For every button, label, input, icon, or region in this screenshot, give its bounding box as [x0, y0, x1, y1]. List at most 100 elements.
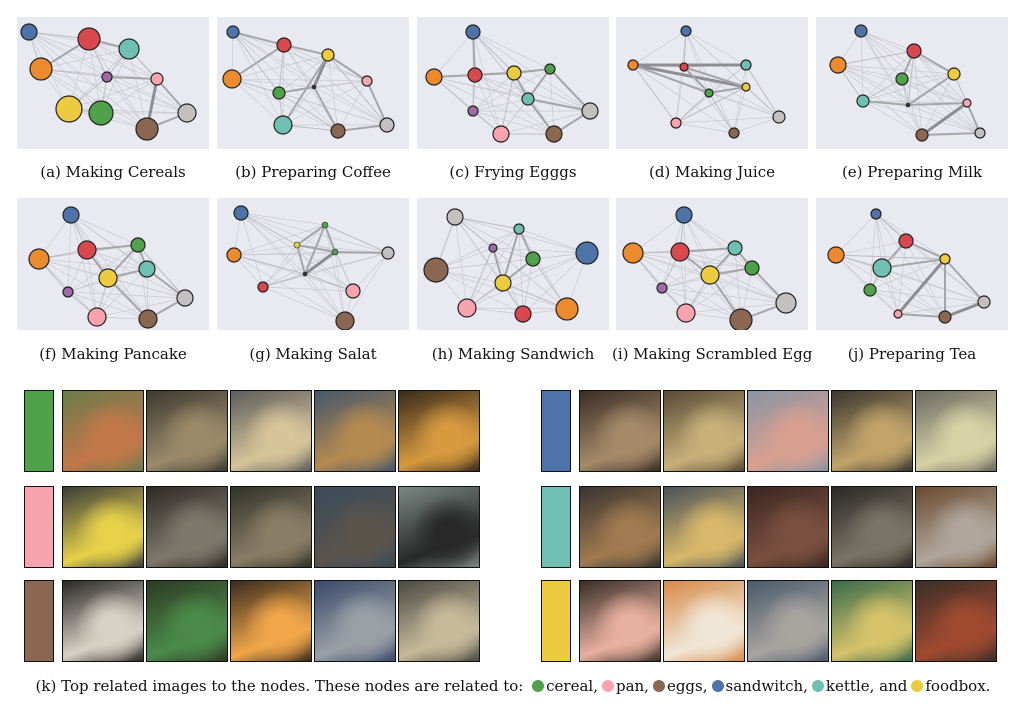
graph-faint-edge	[262, 252, 389, 288]
graph-node-orange	[226, 247, 242, 263]
graph-node-gray	[775, 292, 797, 314]
graph-faint-edge	[835, 213, 877, 256]
graph-node-sandwitch	[680, 25, 692, 37]
graph-node-red	[276, 37, 292, 53]
graph-faint-edge	[683, 214, 753, 269]
graph-caption: (c) Frying Egggs	[449, 163, 577, 181]
related-photo	[831, 390, 913, 472]
graph-faint-edge	[683, 214, 687, 314]
graph-edge	[708, 86, 747, 94]
legend-label: cereal,	[546, 677, 598, 695]
graph-faint-edge	[492, 247, 588, 254]
graph-faint-edge	[231, 78, 315, 88]
legend-label: pan,	[615, 677, 649, 695]
graph-faint-edge	[240, 212, 264, 288]
graph-edge	[232, 31, 280, 94]
graph-faint-edge	[860, 30, 923, 136]
graph-edge	[454, 216, 520, 230]
graph-faint-edge	[835, 254, 946, 318]
graph-panel	[217, 198, 409, 330]
graph-faint-edge	[683, 214, 711, 276]
graph-node-kettle	[118, 38, 140, 60]
graph-faint-edge	[231, 54, 329, 80]
graph-faint-edge	[324, 224, 346, 322]
related-photo	[663, 486, 745, 568]
graph-faint-edge	[313, 80, 368, 88]
graph-node-pan	[361, 75, 373, 87]
graph-node-eggs	[545, 125, 563, 143]
graph-node-eggs	[728, 127, 740, 139]
graph-node-red	[257, 281, 269, 293]
graph-edge	[944, 300, 985, 319]
graph-faint-edge	[685, 30, 747, 66]
node-color-swatch-sandwitch	[541, 390, 571, 472]
graph-edge	[862, 100, 909, 106]
graph-faint-edge	[913, 50, 923, 136]
graph-node-eggs	[915, 128, 929, 142]
graph-node-pan	[492, 125, 510, 143]
graph-faint-edge	[683, 214, 787, 304]
graph-faint-edge	[38, 258, 148, 270]
graph-node-kettle	[513, 223, 525, 235]
graph-node-kettle	[727, 240, 743, 256]
graph-edge	[327, 54, 388, 126]
graph-faint-edge	[344, 252, 389, 322]
graph-faint-edge	[231, 78, 284, 126]
graph-edge	[907, 102, 968, 106]
graph-faint-edge	[679, 251, 787, 304]
graph-faint-edge	[233, 224, 326, 256]
graph-faint-edge	[897, 301, 985, 315]
related-photo	[146, 486, 228, 568]
related-photo	[146, 390, 228, 472]
graph-faint-edge	[901, 78, 981, 134]
graph-faint-edge	[240, 212, 336, 253]
graph-edge	[632, 64, 710, 94]
graph-node-sandwitch	[465, 24, 481, 40]
graph-faint-edge	[837, 64, 955, 75]
graph-faint-edge	[454, 216, 524, 315]
graph-edge	[278, 92, 339, 132]
graph-edge	[632, 63, 747, 89]
graph-faint-edge	[837, 64, 909, 106]
related-photo	[62, 390, 144, 472]
graph-faint-edge	[860, 30, 915, 52]
graph-caption: (b) Preparing Coffee	[235, 163, 391, 181]
graph-node-gray	[977, 295, 991, 309]
legend-dot-cereal	[532, 680, 545, 692]
graph-node-purple	[656, 282, 668, 294]
graph-panel	[616, 17, 808, 149]
graph-edge	[324, 224, 336, 253]
graph-node-kettle	[273, 115, 293, 135]
graph-node-cereal	[744, 260, 760, 276]
graph-node-gray	[176, 289, 194, 307]
graph-node-orange	[29, 57, 53, 81]
graph-edge	[683, 66, 747, 88]
graph-node-gray	[446, 208, 464, 226]
graph-faint-edge	[337, 80, 368, 132]
graph-faint-edge	[913, 50, 968, 104]
graph-node-foodbox	[321, 48, 335, 62]
graph-faint-edge	[685, 30, 710, 94]
graph-node-red	[77, 27, 101, 51]
graph-node-orange	[627, 59, 639, 71]
graph-node-gray	[772, 110, 786, 124]
graph-faint-edge	[869, 213, 877, 291]
graph-faint-edge	[313, 86, 388, 126]
graph-faint-edge	[466, 252, 588, 309]
graph-node-orange	[28, 248, 50, 270]
graph-node-red	[467, 67, 483, 83]
graph-edge	[334, 251, 389, 254]
graph-faint-edge	[435, 228, 520, 271]
graph-faint-edge	[860, 30, 968, 104]
graph-node-sandwitch	[233, 205, 249, 221]
graph-faint-edge	[675, 122, 735, 134]
graph-faint-edge	[128, 48, 148, 130]
graph-faint-edge	[282, 44, 285, 126]
graph-node-red	[898, 233, 914, 249]
graph-node-pan	[345, 283, 361, 299]
graph-faint-edge	[685, 30, 735, 134]
graph-node-purple	[62, 286, 74, 298]
node-color-swatch-eggs	[24, 580, 54, 662]
graph-node-cereal	[895, 72, 909, 86]
graph-faint-edge	[734, 247, 742, 321]
